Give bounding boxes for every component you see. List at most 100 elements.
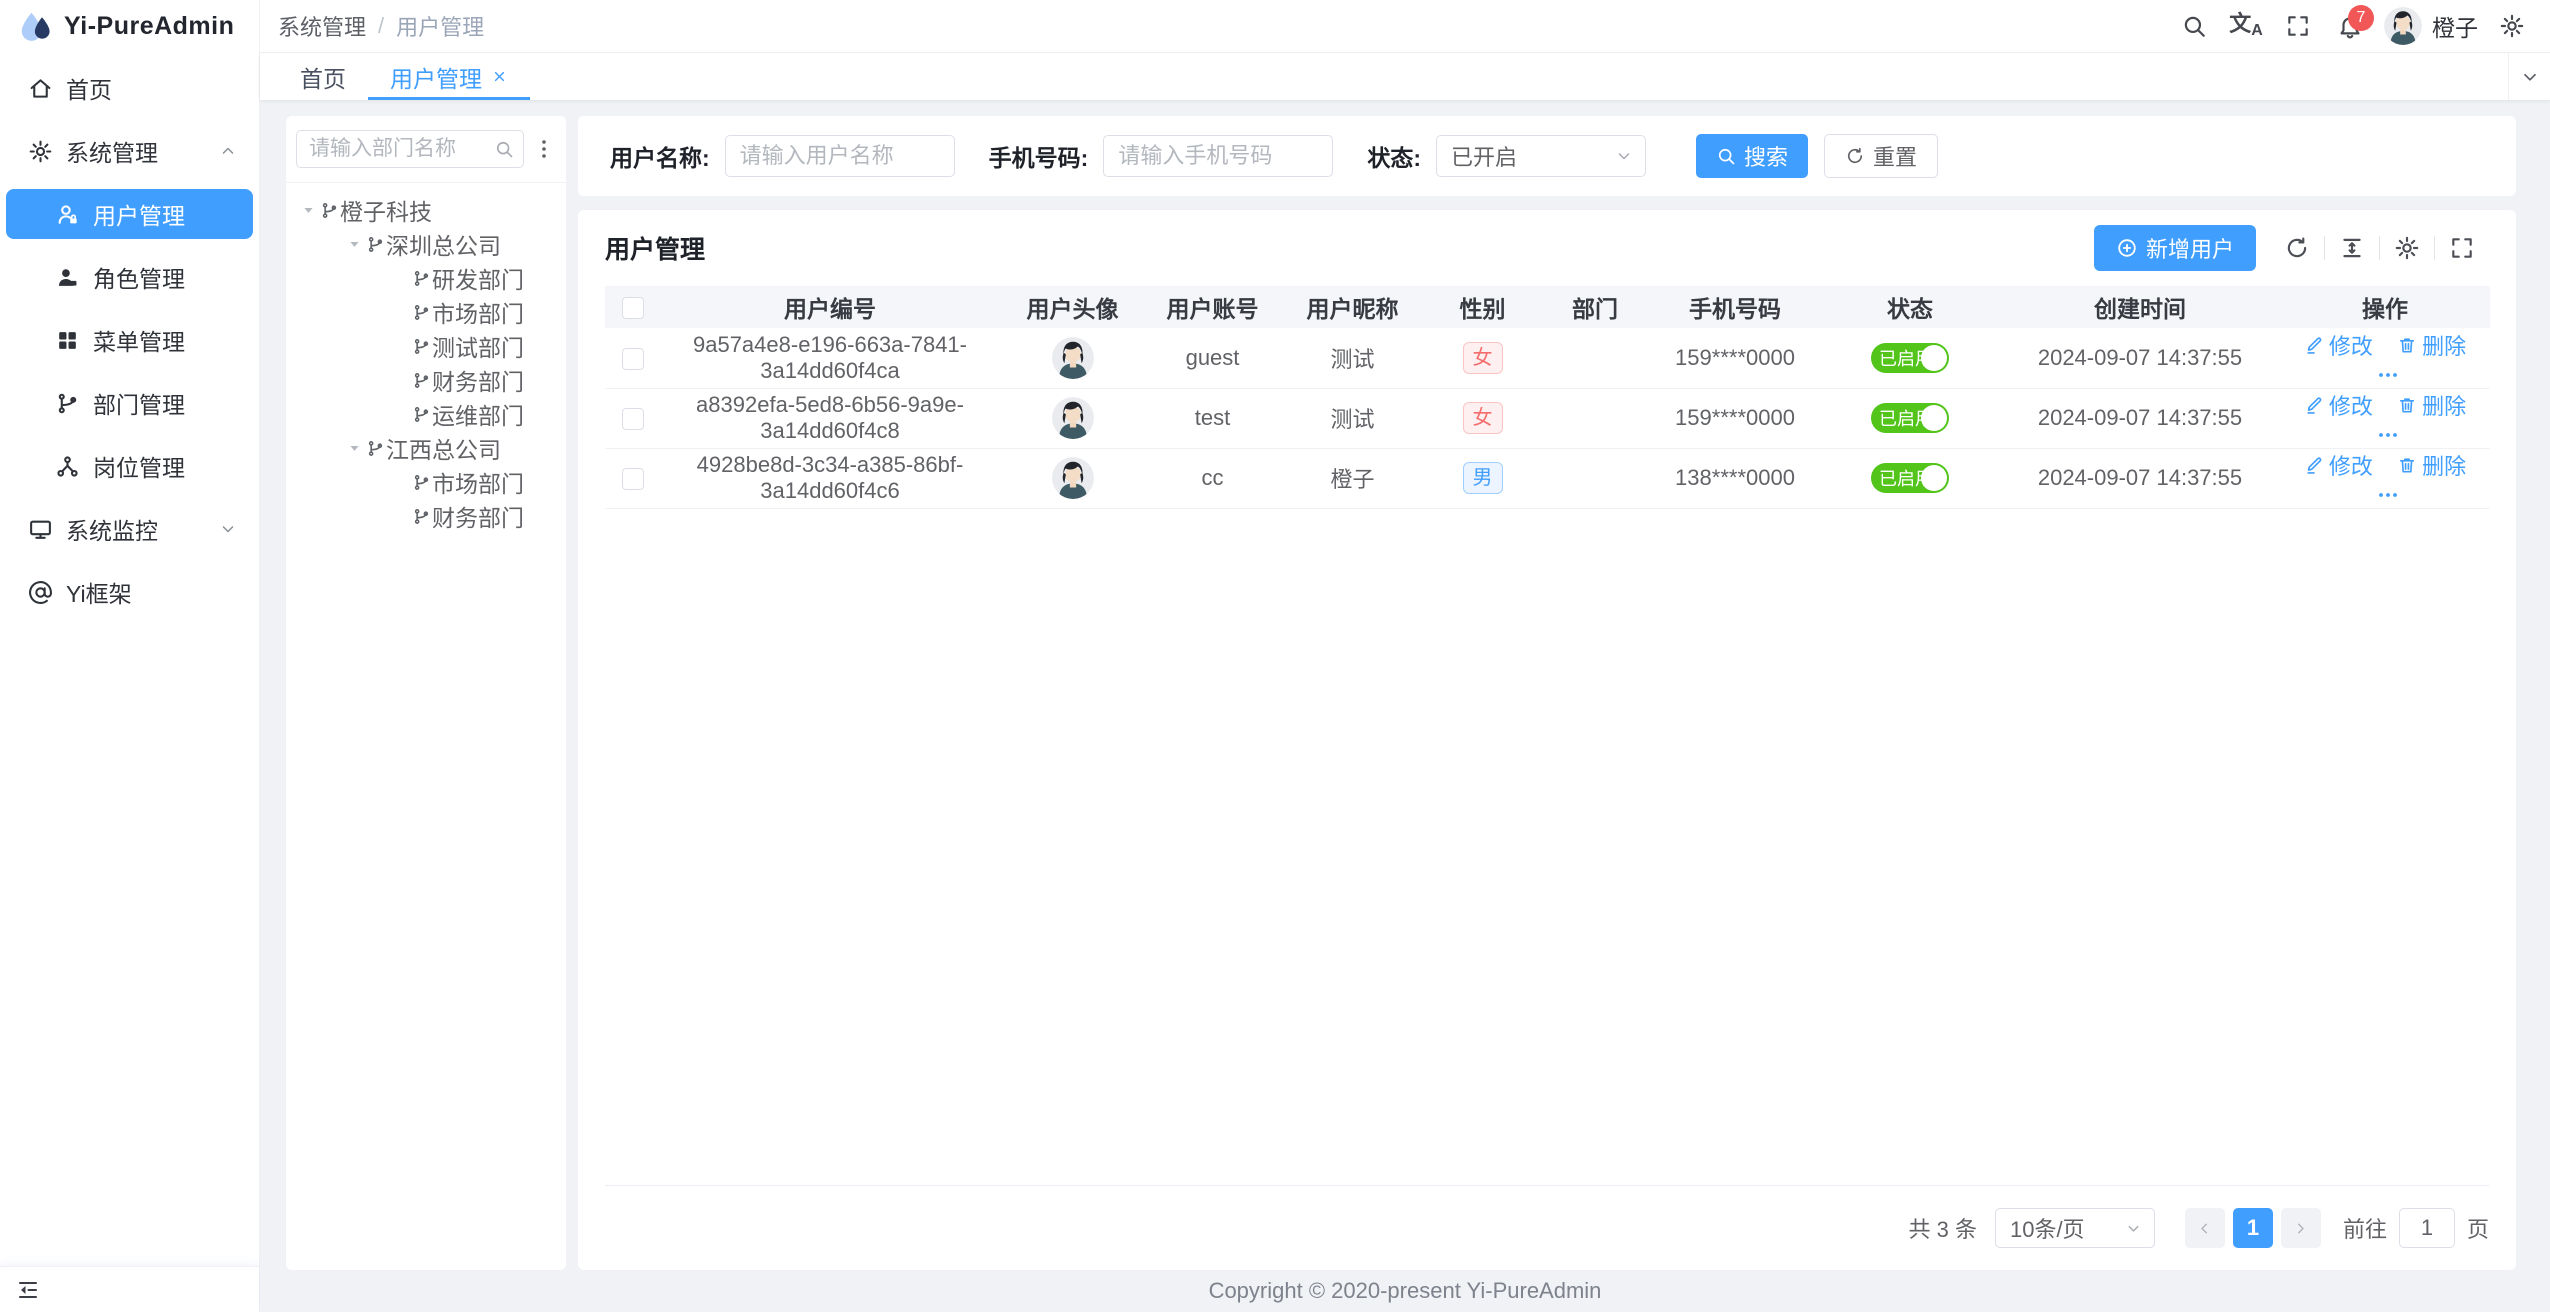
column-header-手机号码[interactable]: 手机号码 xyxy=(1650,286,1820,328)
row-checkbox[interactable] xyxy=(621,468,644,491)
tree-node[interactable]: 江西总公司 xyxy=(290,431,562,465)
tree-node[interactable]: 市场部门 xyxy=(290,465,562,499)
prev-page-button[interactable] xyxy=(2184,1208,2225,1248)
content: 橙子科技 深圳总公司 研发部门 市场部门 测试部门 财务部门 运维部门 江西总公… xyxy=(260,100,2550,1270)
sidebar-item-部门管理[interactable]: 部门管理 xyxy=(6,378,253,428)
add-user-button[interactable]: 新增用户 xyxy=(2093,225,2256,271)
tree-node[interactable]: 财务部门 xyxy=(290,499,562,533)
column-header-性别[interactable]: 性别 xyxy=(1425,286,1540,328)
fullscreen-icon[interactable] xyxy=(2276,4,2320,48)
user-table: 用户编号 用户头像 用户账号 用户昵称 性别 部门 手机号码 状态 创建时间 操作 9a57a4e… xyxy=(605,286,2490,509)
breadcrumb-item[interactable]: 系统管理 xyxy=(278,15,367,40)
more-vertical-icon[interactable] xyxy=(532,137,556,161)
table-fullscreen-icon[interactable] xyxy=(2449,235,2475,261)
department-icon xyxy=(366,235,385,254)
sidebar-item-用户管理[interactable]: 用户管理 xyxy=(6,189,253,239)
delete-link[interactable]: 删除 xyxy=(2397,329,2466,361)
tree-node[interactable]: 运维部门 xyxy=(290,397,562,431)
collapse-sidebar-icon[interactable] xyxy=(16,1278,40,1302)
refresh-icon[interactable] xyxy=(2284,235,2310,261)
app-title: Yi-PureAdmin xyxy=(64,12,235,40)
column-header-用户编号[interactable]: 用户编号 xyxy=(660,286,1000,328)
app-logo[interactable]: Yi-PureAdmin xyxy=(0,0,259,53)
tree-node[interactable]: 测试部门 xyxy=(290,329,562,363)
sidebar-item-角色管理[interactable]: 角色管理 xyxy=(6,252,253,302)
row-checkbox[interactable] xyxy=(621,408,644,431)
department-icon xyxy=(320,201,339,220)
department-panel: 橙子科技 深圳总公司 研发部门 市场部门 测试部门 财务部门 运维部门 江西总公… xyxy=(286,116,566,1270)
tab-close-icon[interactable] xyxy=(491,68,508,85)
department-search-input[interactable] xyxy=(296,130,524,168)
delete-link[interactable]: 删除 xyxy=(2397,449,2466,481)
edit-link[interactable]: 修改 xyxy=(2304,449,2373,481)
next-page-button[interactable] xyxy=(2280,1208,2321,1248)
reset-button[interactable]: 重置 xyxy=(1824,134,1939,178)
delete-link[interactable]: 删除 xyxy=(2397,389,2466,421)
settings-gear-icon[interactable] xyxy=(2490,4,2534,48)
cell-phone: 138****0000 xyxy=(1650,448,1820,509)
edit-link[interactable]: 修改 xyxy=(2304,389,2373,421)
gender-tag: 女 xyxy=(1462,402,1503,434)
status-switch[interactable]: 已启用 xyxy=(1871,463,1949,493)
column-header-创建时间[interactable]: 创建时间 xyxy=(2000,286,2280,328)
phone-input[interactable] xyxy=(1103,135,1334,177)
goto-page-input[interactable] xyxy=(2398,1208,2455,1248)
column-header-用户昵称[interactable]: 用户昵称 xyxy=(1280,286,1425,328)
column-header-状态[interactable]: 状态 xyxy=(1820,286,2000,328)
goto-label: 前往 xyxy=(2342,1217,2387,1242)
column-header-用户头像[interactable]: 用户头像 xyxy=(1000,286,1145,328)
tree-node[interactable]: 橙子科技 xyxy=(290,193,562,227)
more-actions-icon[interactable] xyxy=(2376,423,2400,447)
column-header-部门[interactable]: 部门 xyxy=(1540,286,1650,328)
table-row: a8392efa-5ed8-6b56-9a9e-3a14dd60f4c8 tes… xyxy=(605,388,2490,449)
sidebar-item-Yi框架[interactable]: Yi框架 xyxy=(6,567,253,617)
notification-bell-icon[interactable]: 7 xyxy=(2328,4,2374,48)
sidebar-item-菜单管理[interactable]: 菜单管理 xyxy=(6,315,253,365)
tree-node[interactable]: 研发部门 xyxy=(290,261,562,295)
current-page-button[interactable]: 1 xyxy=(2232,1208,2273,1248)
status-label: 状态: xyxy=(1367,145,1422,171)
translate-icon[interactable]: 文A xyxy=(2224,4,2268,48)
caret-down-icon[interactable] xyxy=(342,232,366,256)
status-switch[interactable]: 已启用 xyxy=(1871,342,1949,373)
status-select[interactable]: 已开启 xyxy=(1436,135,1647,177)
edit-link[interactable]: 修改 xyxy=(2304,329,2373,361)
more-actions-icon[interactable] xyxy=(2376,363,2400,387)
username-input[interactable] xyxy=(724,135,955,177)
status-switch[interactable]: 已启用 xyxy=(1871,403,1949,433)
caret-down-icon[interactable] xyxy=(296,198,320,222)
search-button[interactable]: 搜索 xyxy=(1696,134,1809,178)
divider xyxy=(2434,236,2435,260)
tree-node[interactable]: 市场部门 xyxy=(290,295,562,329)
user-table-card: 用户管理 新增用户 xyxy=(578,210,2516,1270)
cell-account: cc xyxy=(1145,448,1280,509)
cell-actions: 修改 删除 xyxy=(2280,388,2490,449)
chevron-up-icon xyxy=(219,142,237,160)
switch-knob xyxy=(1921,405,1947,431)
sidebar-item-系统监控[interactable]: 系统监控 xyxy=(6,504,253,554)
gear-icon xyxy=(28,139,53,164)
sidebar-item-系统管理[interactable]: 系统管理 xyxy=(6,126,253,176)
select-all-checkbox[interactable] xyxy=(621,297,644,320)
column-header-用户账号[interactable]: 用户账号 xyxy=(1145,286,1280,328)
density-icon[interactable] xyxy=(2339,235,2365,261)
department-icon xyxy=(412,405,431,424)
translate-glyph: 文A xyxy=(2229,11,2263,39)
sidebar-item-岗位管理[interactable]: 岗位管理 xyxy=(6,441,253,491)
search-icon[interactable] xyxy=(2172,4,2216,48)
tab-用户管理[interactable]: 用户管理 xyxy=(368,53,530,100)
sidebar-item-首页[interactable]: 首页 xyxy=(6,63,253,113)
tabs-dropdown-button[interactable] xyxy=(2508,53,2550,100)
caret-down-icon[interactable] xyxy=(342,436,366,460)
column-settings-icon[interactable] xyxy=(2394,235,2420,261)
user-menu[interactable]: 橙子 xyxy=(2380,7,2482,45)
more-actions-icon[interactable] xyxy=(2376,483,2400,507)
breadcrumb-item[interactable]: 用户管理 xyxy=(396,15,485,40)
column-header-操作[interactable]: 操作 xyxy=(2280,286,2490,328)
user-avatar xyxy=(1052,457,1094,499)
row-checkbox[interactable] xyxy=(621,347,644,370)
tree-node[interactable]: 深圳总公司 xyxy=(290,227,562,261)
tree-node[interactable]: 财务部门 xyxy=(290,363,562,397)
page-size-select[interactable]: 10条/页 xyxy=(1994,1208,2155,1248)
tab-首页[interactable]: 首页 xyxy=(300,65,346,92)
